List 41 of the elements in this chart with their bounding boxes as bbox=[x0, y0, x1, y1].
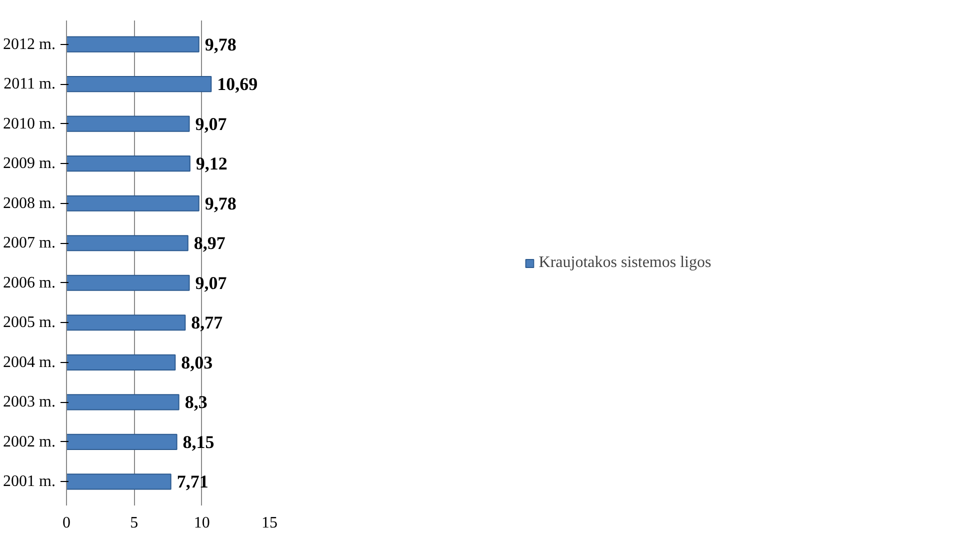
bar bbox=[66, 116, 190, 132]
data-label: 8,3 bbox=[184, 392, 208, 412]
bar bbox=[66, 76, 212, 92]
y-tick-label: 2011 m. bbox=[4, 76, 56, 93]
bar bbox=[66, 274, 190, 291]
bar bbox=[66, 156, 190, 172]
data-label: 7,71 bbox=[176, 472, 208, 492]
data-label: 8,15 bbox=[182, 432, 214, 452]
y-tick-label: 2001 m. bbox=[3, 473, 56, 490]
y-tick-label: 2008 m. bbox=[3, 194, 56, 212]
legend-label: Kraujotakos sistemos ligos bbox=[538, 254, 712, 272]
data-label: 8,97 bbox=[194, 233, 226, 254]
x-tick-label: 5 bbox=[130, 514, 138, 532]
bar bbox=[66, 394, 180, 410]
y-tick-label: 2002 m. bbox=[3, 433, 56, 450]
data-label: 9,78 bbox=[204, 193, 236, 214]
data-label: 10,69 bbox=[217, 74, 258, 94]
bar bbox=[66, 195, 200, 212]
y-tick-label: 2005 m. bbox=[3, 314, 56, 332]
data-label: 9,12 bbox=[196, 154, 228, 174]
data-label: 8,77 bbox=[191, 312, 223, 333]
x-tick-label: 10 bbox=[194, 514, 210, 532]
y-tick-label: 2003 m. bbox=[3, 394, 56, 411]
data-label: 8,03 bbox=[181, 352, 213, 372]
bar bbox=[66, 314, 186, 331]
bar bbox=[66, 434, 178, 450]
bar bbox=[66, 474, 172, 490]
y-tick-label: 2010 m. bbox=[3, 115, 56, 132]
y-tick-label: 2009 m. bbox=[3, 155, 56, 172]
data-label: 9,78 bbox=[204, 34, 236, 54]
y-tick-label: 2012 m. bbox=[3, 36, 56, 53]
bar bbox=[66, 36, 200, 52]
x-tick-label: 0 bbox=[62, 514, 70, 532]
y-tick-label: 2006 m. bbox=[3, 274, 56, 292]
y-tick-label: 2004 m. bbox=[3, 354, 56, 371]
data-label: 9,07 bbox=[195, 114, 227, 134]
y-tick-label: 2007 m. bbox=[3, 234, 56, 252]
bar bbox=[66, 354, 176, 370]
bar bbox=[66, 235, 188, 252]
x-tick-label: 15 bbox=[262, 514, 278, 532]
data-label: 9,07 bbox=[195, 272, 227, 293]
